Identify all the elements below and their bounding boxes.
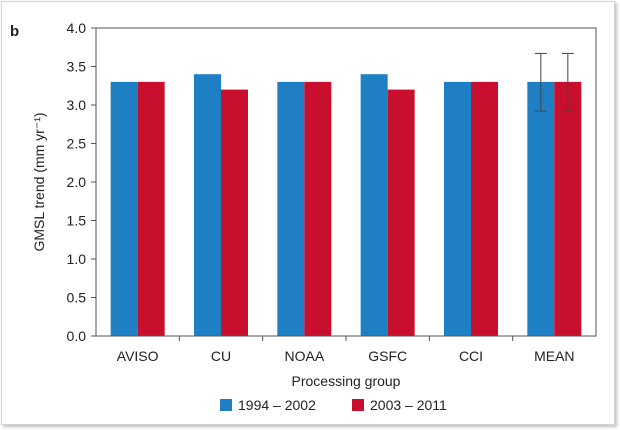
- x-tick-marks: [178, 336, 514, 341]
- y-tick-label: 1.5: [67, 213, 87, 229]
- bar-mean-series-1: [527, 81, 555, 337]
- bar-gsfc-series-2: [387, 89, 415, 336]
- y-tick-label: 1.0: [67, 251, 87, 267]
- bar-mean-series-2: [554, 81, 582, 337]
- bars: [110, 74, 582, 337]
- bar-aviso-series-1: [110, 81, 138, 337]
- x-tick-label: MEAN: [534, 348, 574, 364]
- y-tick-label: 4.0: [67, 20, 87, 36]
- x-tick-label: CU: [211, 348, 231, 364]
- y-tick-label: 2.5: [67, 136, 87, 152]
- legend-swatch-series-2: [352, 399, 364, 411]
- plot-area-border: [95, 27, 597, 337]
- x-tick-label: NOAA: [284, 348, 324, 364]
- y-tick-label: 0.0: [67, 328, 87, 344]
- x-tick-label: GSFC: [368, 348, 407, 364]
- bar-cu-series-2: [221, 89, 248, 336]
- y-axis-title: GMSL trend (mm yr⁻¹): [31, 112, 47, 251]
- bar-aviso-series-2: [137, 81, 165, 337]
- legend-label-series-1: 1994 – 2002: [238, 397, 316, 413]
- y-tick-labels: 0.0 0.5 1.0 1.5 2.0 2.5 3.0 3.5 4.0: [67, 20, 87, 344]
- legend-swatch-series-1: [220, 399, 232, 411]
- bar-cci-series-1: [444, 81, 471, 337]
- bar-noaa-series-2: [304, 81, 332, 337]
- x-axis-title: Processing group: [292, 373, 401, 389]
- legend: 1994 – 2002 2003 – 2011: [220, 397, 447, 413]
- y-tick-marks: [91, 27, 96, 337]
- y-tick-label: 0.5: [67, 290, 87, 306]
- y-tick-label: 2.0: [67, 174, 87, 190]
- y-tick-label: 3.5: [67, 59, 87, 75]
- panel-label: b: [10, 23, 19, 40]
- y-tick-label: 3.0: [67, 97, 87, 113]
- bar-cu-series-1: [194, 74, 221, 336]
- bar-cci-series-2: [471, 81, 498, 337]
- x-tick-labels: AVISO CU NOAA GSFC CCI MEAN: [117, 348, 575, 364]
- bar-gsfc-series-1: [360, 74, 388, 336]
- x-tick-label: CCI: [459, 348, 483, 364]
- error-bars: [534, 52, 574, 112]
- legend-label-series-2: 2003 – 2011: [370, 397, 447, 413]
- x-tick-label: AVISO: [117, 348, 159, 364]
- bar-noaa-series-1: [277, 81, 305, 337]
